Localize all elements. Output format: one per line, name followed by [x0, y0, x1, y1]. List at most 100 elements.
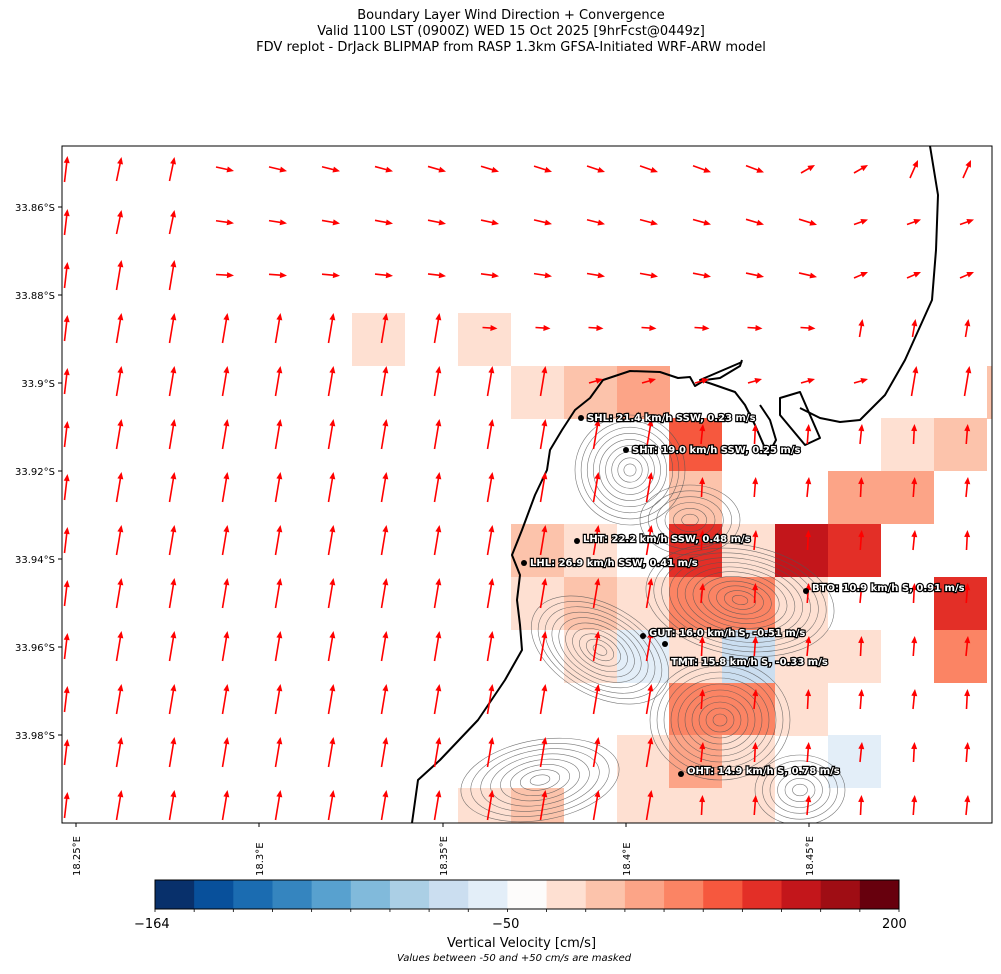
- wind-arrow: [539, 419, 548, 450]
- lon-tick-label: 18.25°E: [72, 836, 83, 876]
- wind-arrow: [486, 631, 495, 662]
- wind-arrow: [327, 419, 336, 450]
- wind-arrow: [327, 472, 336, 503]
- wind-arrow: [858, 424, 865, 445]
- station-label: LHL: 26.9 km/h SSW, 0.41 m/s: [530, 558, 698, 569]
- wind-arrow: [486, 684, 495, 715]
- wind-arrow: [699, 636, 706, 657]
- velocity-cell: [881, 471, 934, 524]
- wind-arrow: [533, 165, 552, 173]
- velocity-cell: [511, 524, 564, 577]
- wind-arrow: [586, 272, 605, 279]
- wind-arrow: [327, 578, 336, 609]
- wind-arrow: [964, 530, 971, 551]
- wind-arrow: [380, 472, 389, 503]
- wind-arrow: [592, 419, 601, 450]
- wind-arrow: [321, 165, 340, 173]
- wind-arrow: [215, 272, 234, 279]
- wind-arrow: [858, 583, 865, 604]
- velocity-cell: [828, 735, 881, 788]
- wind-arrow: [692, 272, 711, 279]
- wind-arrow: [115, 260, 124, 291]
- wind-arrow: [380, 684, 389, 715]
- terrain-contour: [599, 439, 661, 501]
- terrain-contour: [572, 628, 628, 672]
- wind-arrow: [327, 684, 336, 715]
- wind-arrow: [694, 378, 709, 384]
- terrain-contour: [593, 433, 667, 507]
- terrain-contour: [677, 561, 803, 639]
- terrain-contour: [670, 677, 770, 763]
- wind-arrow: [858, 689, 865, 710]
- colorbar-segment: [820, 880, 861, 909]
- wind-arrow: [327, 737, 336, 768]
- wind-arrow: [539, 525, 548, 556]
- colorbar-mid-label: −50: [492, 917, 520, 932]
- terrain-contour: [645, 543, 835, 657]
- terrain-contour: [592, 644, 608, 656]
- velocity-cell: [617, 788, 670, 823]
- wind-arrow: [911, 689, 918, 710]
- wind-arrow: [63, 792, 70, 819]
- velocity-cell: [722, 577, 775, 630]
- wind-arrow: [274, 419, 283, 450]
- velocity-cell: [511, 366, 564, 419]
- lon-tick-label: 18.35°E: [439, 836, 450, 876]
- wind-arrow: [699, 689, 706, 710]
- wind-arrow: [63, 580, 70, 607]
- wind-arrow: [433, 472, 442, 503]
- wind-arrow: [480, 165, 499, 173]
- wind-arrow: [115, 737, 124, 768]
- longitude-axis: 18.25°E 18.3°E 18.35°E 18.4°E 18.45°E: [72, 823, 816, 876]
- wind-arrow: [115, 578, 124, 609]
- velocity-cell: [669, 471, 722, 524]
- wind-arrow: [63, 421, 70, 448]
- coastline-path: [799, 146, 939, 423]
- colorbar-frame: [154, 879, 900, 910]
- wind-arrow: [380, 313, 389, 344]
- wind-arrow: [699, 795, 706, 816]
- wind-arrow: [853, 378, 868, 384]
- terrain-contour: [661, 552, 819, 648]
- wind-arrow: [798, 218, 817, 226]
- wind-arrow: [380, 525, 389, 556]
- wind-arrow: [692, 218, 711, 226]
- wind-arrow: [962, 160, 971, 179]
- wind-arrow: [486, 472, 495, 503]
- wind-arrow: [486, 366, 495, 397]
- wind-arrow: [752, 530, 759, 551]
- terrain-contour: [579, 633, 621, 667]
- wind-arrow: [168, 578, 177, 609]
- map-frame: [61, 145, 993, 824]
- terrain-contour: [669, 557, 811, 643]
- velocity-cell: [458, 313, 511, 366]
- wind-arrow: [221, 578, 230, 609]
- wind-arrow: [641, 378, 656, 384]
- wind-arrow: [63, 633, 70, 660]
- wind-arrow: [800, 165, 815, 174]
- wind-arrow: [805, 742, 812, 763]
- terrain-contour: [558, 617, 642, 683]
- colorbar-segment: [429, 880, 469, 909]
- coastline-path: [699, 361, 777, 456]
- wind-arrow: [427, 219, 446, 226]
- wind-arrow: [221, 419, 230, 450]
- terrain-contour: [530, 595, 670, 705]
- wind-arrow: [221, 631, 230, 662]
- colorbar-segment: [468, 880, 508, 909]
- wind-arrow: [115, 631, 124, 662]
- wind-arrow: [853, 219, 868, 226]
- wind-arrow: [959, 219, 974, 226]
- wind-arrow: [433, 525, 442, 556]
- velocity-cell: [458, 788, 511, 823]
- terrain-contour: [656, 496, 724, 544]
- wind-arrows: [63, 156, 974, 821]
- wind-arrow: [539, 578, 548, 609]
- wind-arrow: [63, 156, 70, 183]
- wind-arrow: [858, 742, 865, 763]
- velocity-cell: [669, 788, 722, 823]
- wind-arrow: [274, 684, 283, 715]
- wind-arrow: [115, 366, 124, 397]
- wind-arrow: [539, 472, 548, 503]
- lat-tick-label: 33.98°S: [15, 731, 55, 742]
